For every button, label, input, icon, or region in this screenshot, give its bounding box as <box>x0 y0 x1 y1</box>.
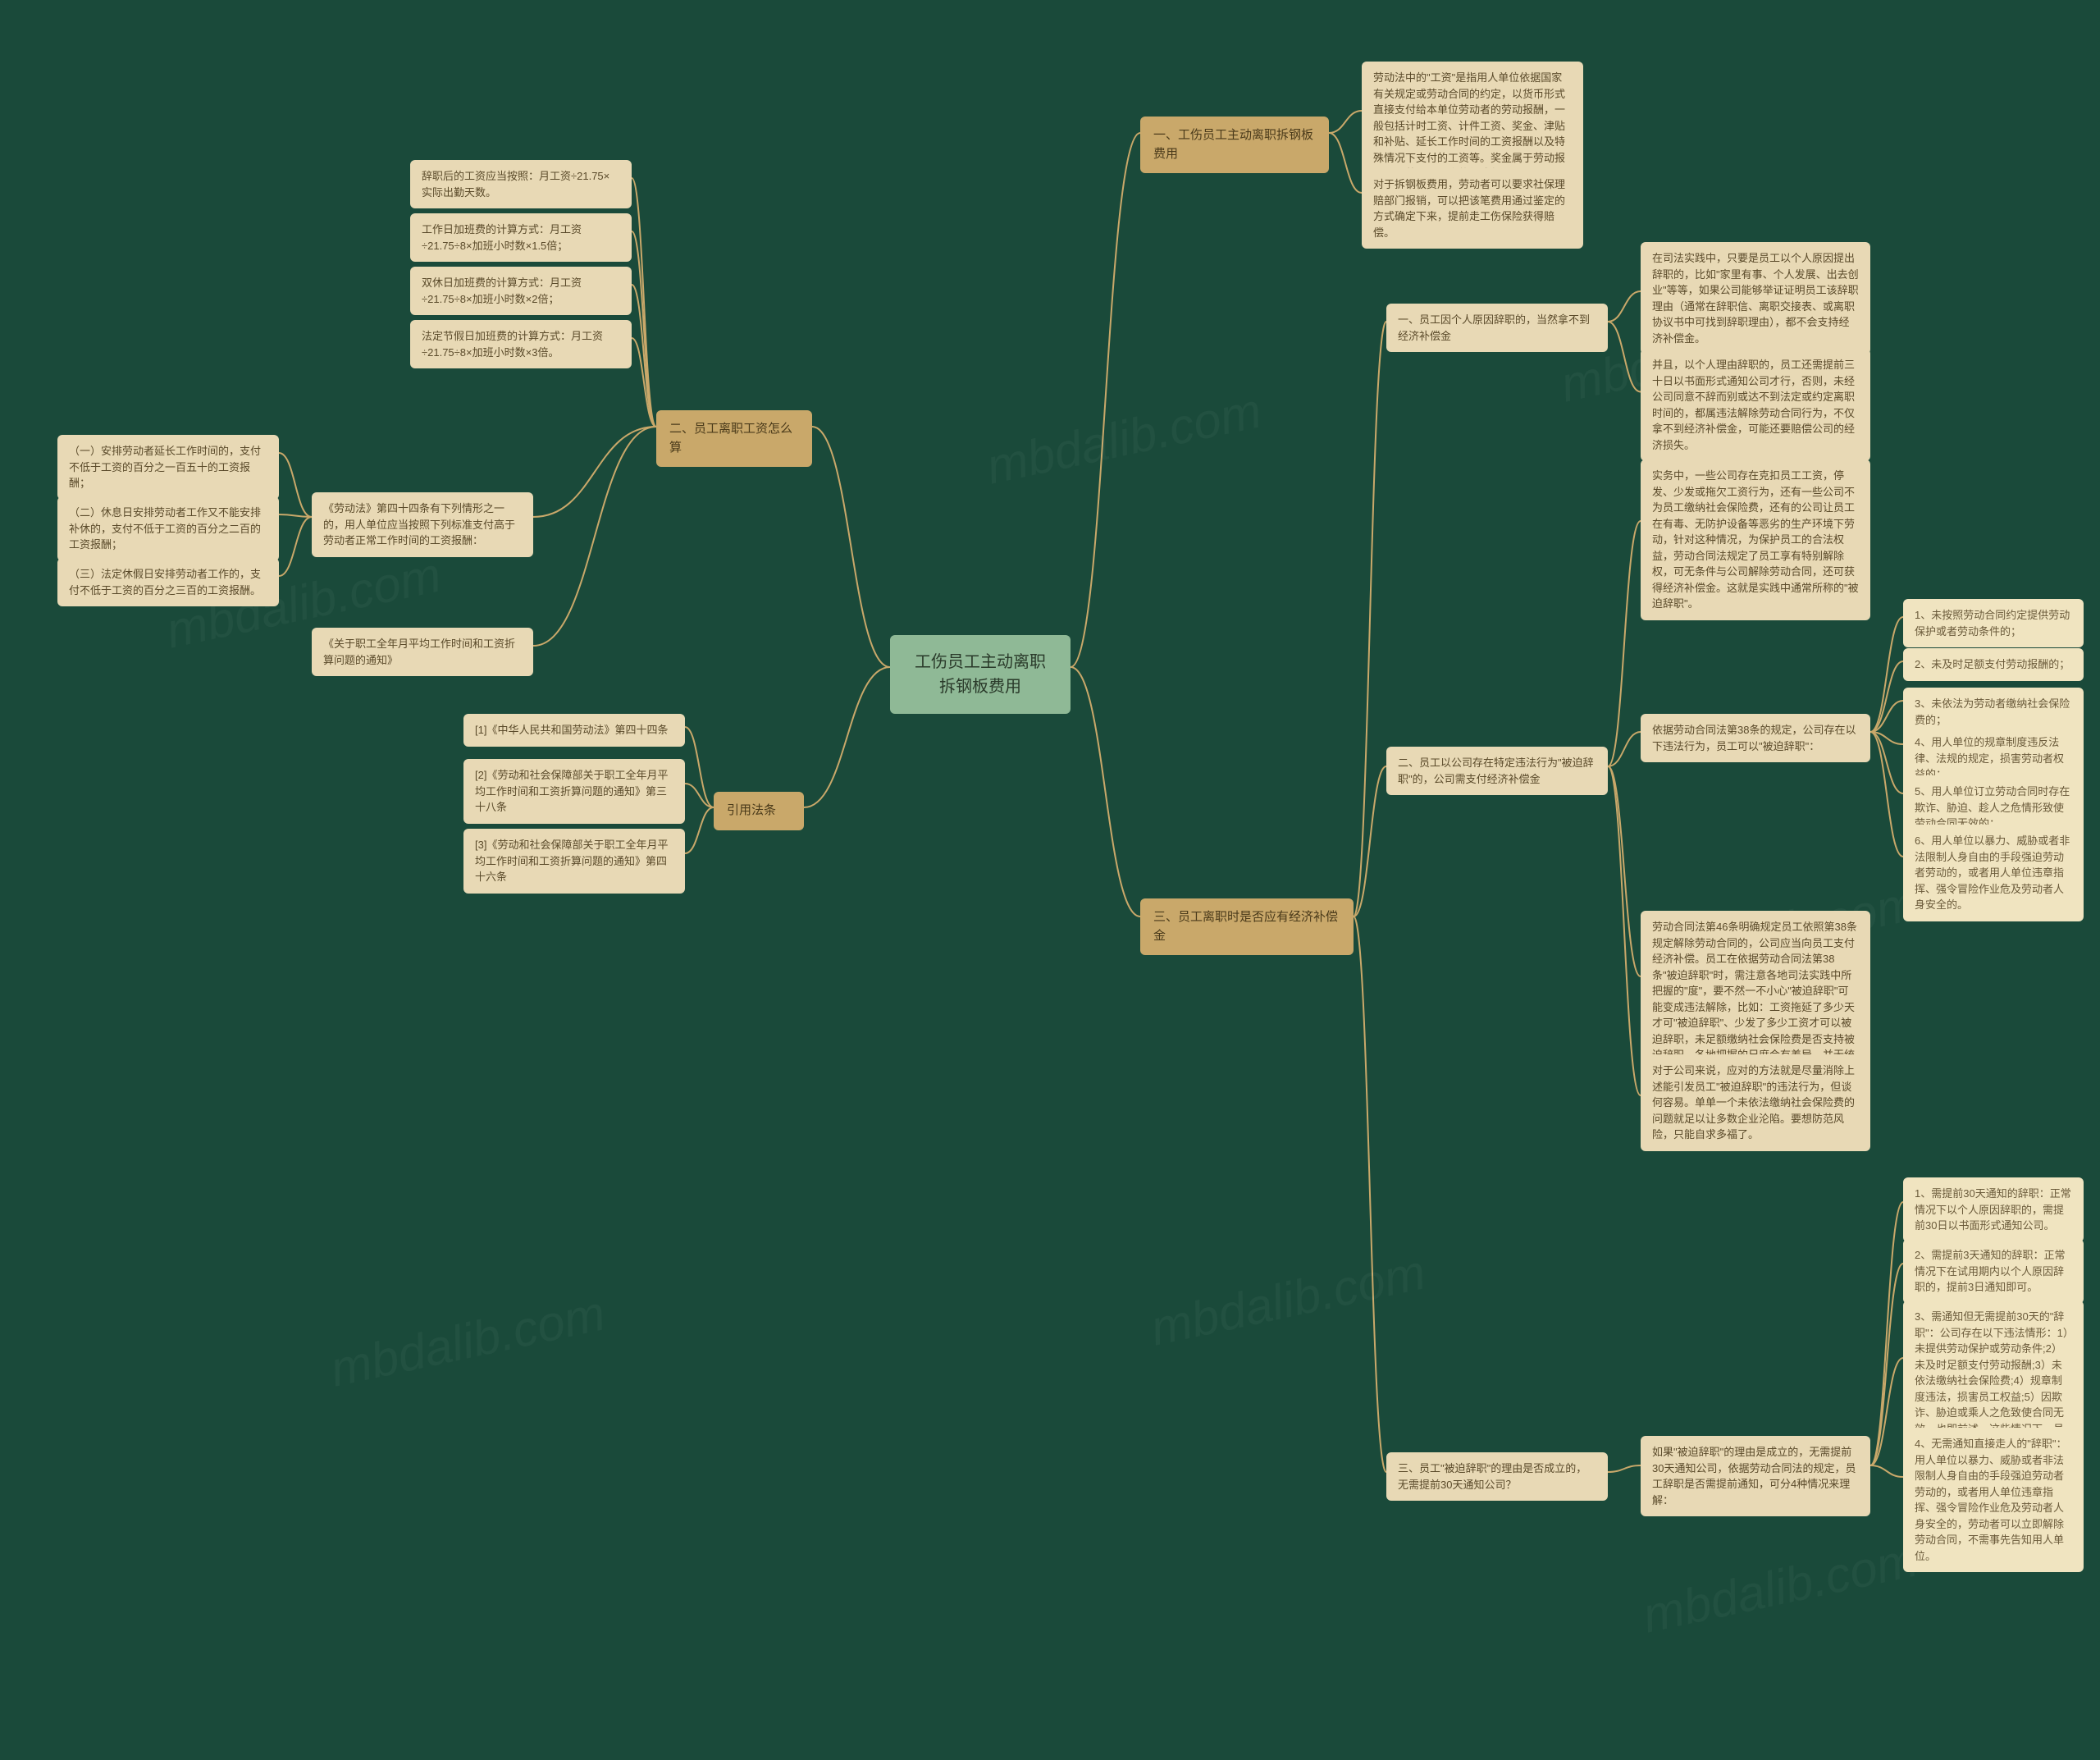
leaf-node: [2]《劳动和社会保障部关于职工全年月平均工作时间和工资折算问题的通知》第三十八… <box>463 759 685 824</box>
watermark: mbdalib.com <box>326 1284 610 1397</box>
leaf-sub2-node: 2、未及时足额支付劳动报酬的； <box>1903 648 2084 681</box>
leaf-node: 三、员工"被迫辞职"的理由是否成立的，无需提前30天通知公司？ <box>1386 1452 1608 1501</box>
leaf-node: 《劳动法》第四十四条有下列情形之一的，用人单位应当按照下列标准支付高于劳动者正常… <box>312 492 533 557</box>
leaf-sub-node: 对于公司来说，应对的方法就是尽量消除上述能引发员工"被迫辞职"的违法行为，但谈何… <box>1641 1054 1870 1151</box>
leaf-sub-node: （一）安排劳动者延长工作时间的，支付不低于工资的百分之一百五十的工资报酬； <box>57 435 279 500</box>
leaf-sub2-node: 4、无需通知直接走人的"辞职"：用人单位以暴力、威胁或者非法限制人身自由的手段强… <box>1903 1428 2084 1572</box>
branch-node: 二、员工离职工资怎么算 <box>656 410 812 467</box>
leaf-node: 二、员工以公司存在特定违法行为"被迫辞职"的，公司需支付经济补偿金 <box>1386 747 1608 795</box>
leaf-node: 对于拆钢板费用，劳动者可以要求社保理赔部门报销，可以把该笔费用通过鉴定的方式确定… <box>1362 168 1583 249</box>
leaf-node: [3]《劳动和社会保障部关于职工全年月平均工作时间和工资折算问题的通知》第四十六… <box>463 829 685 894</box>
branch-node: 三、员工离职时是否应有经济补偿金 <box>1140 898 1354 955</box>
leaf-sub-node: （三）法定休假日安排劳动者工作的，支付不低于工资的百分之三百的工资报酬。 <box>57 558 279 606</box>
leaf-node: 辞职后的工资应当按照：月工资÷21.75×实际出勤天数。 <box>410 160 632 208</box>
leaf-node: 一、员工因个人原因辞职的，当然拿不到经济补偿金 <box>1386 304 1608 352</box>
leaf-sub2-node: 2、需提前3天通知的辞职：正常情况下在试用期内以个人原因辞职的，提前3日通知即可… <box>1903 1239 2084 1304</box>
leaf-sub-node: （二）休息日安排劳动者工作又不能安排补休的，支付不低于工资的百分之二百的工资报酬… <box>57 496 279 561</box>
leaf-node: 工作日加班费的计算方式：月工资÷21.75÷8×加班小时数×1.5倍； <box>410 213 632 262</box>
watermark: mbdalib.com <box>982 382 1267 495</box>
leaf-node: [1]《中华人民共和国劳动法》第四十四条 <box>463 714 685 747</box>
leaf-sub2-node: 6、用人单位以暴力、威胁或者非法限制人身自由的手段强迫劳动者劳动的，或者用人单位… <box>1903 825 2084 921</box>
leaf-sub2-node: 1、需提前30天通知的辞职：正常情况下以个人原因辞职的，需提前30日以书面形式通… <box>1903 1177 2084 1242</box>
watermark: mbdalib.com <box>1638 1530 1923 1643</box>
branch-node: 一、工伤员工主动离职拆钢板费用 <box>1140 117 1329 173</box>
root-node: 工伤员工主动离职拆钢板费用 <box>890 635 1071 714</box>
leaf-node: 《关于职工全年月平均工作时间和工资折算问题的通知》 <box>312 628 533 676</box>
leaf-sub-node: 依据劳动合同法第38条的规定，公司存在以下违法行为，员工可以"被迫辞职"： <box>1641 714 1870 762</box>
watermark: mbdalib.com <box>1146 1243 1431 1356</box>
leaf-sub-node: 并且，以个人理由辞职的，员工还需提前三十日以书面形式通知公司才行，否则，未经公司… <box>1641 349 1870 461</box>
leaf-sub-node: 如果"被迫辞职"的理由是成立的，无需提前30天通知公司，依据劳动合同法的规定，员… <box>1641 1436 1870 1516</box>
branch-node: 引用法条 <box>714 792 804 830</box>
leaf-node: 双休日加班费的计算方式：月工资÷21.75÷8×加班小时数×2倍； <box>410 267 632 315</box>
leaf-sub-node: 在司法实践中，只要是员工以个人原因提出辞职的，比如"家里有事、个人发展、出去创业… <box>1641 242 1870 354</box>
leaf-sub2-node: 1、未按照劳动合同约定提供劳动保护或者劳动条件的； <box>1903 599 2084 647</box>
leaf-node: 法定节假日加班费的计算方式：月工资÷21.75÷8×加班小时数×3倍。 <box>410 320 632 368</box>
leaf-sub-node: 实务中，一些公司存在克扣员工工资，停发、少发或拖欠工资行为，还有一些公司不为员工… <box>1641 459 1870 620</box>
